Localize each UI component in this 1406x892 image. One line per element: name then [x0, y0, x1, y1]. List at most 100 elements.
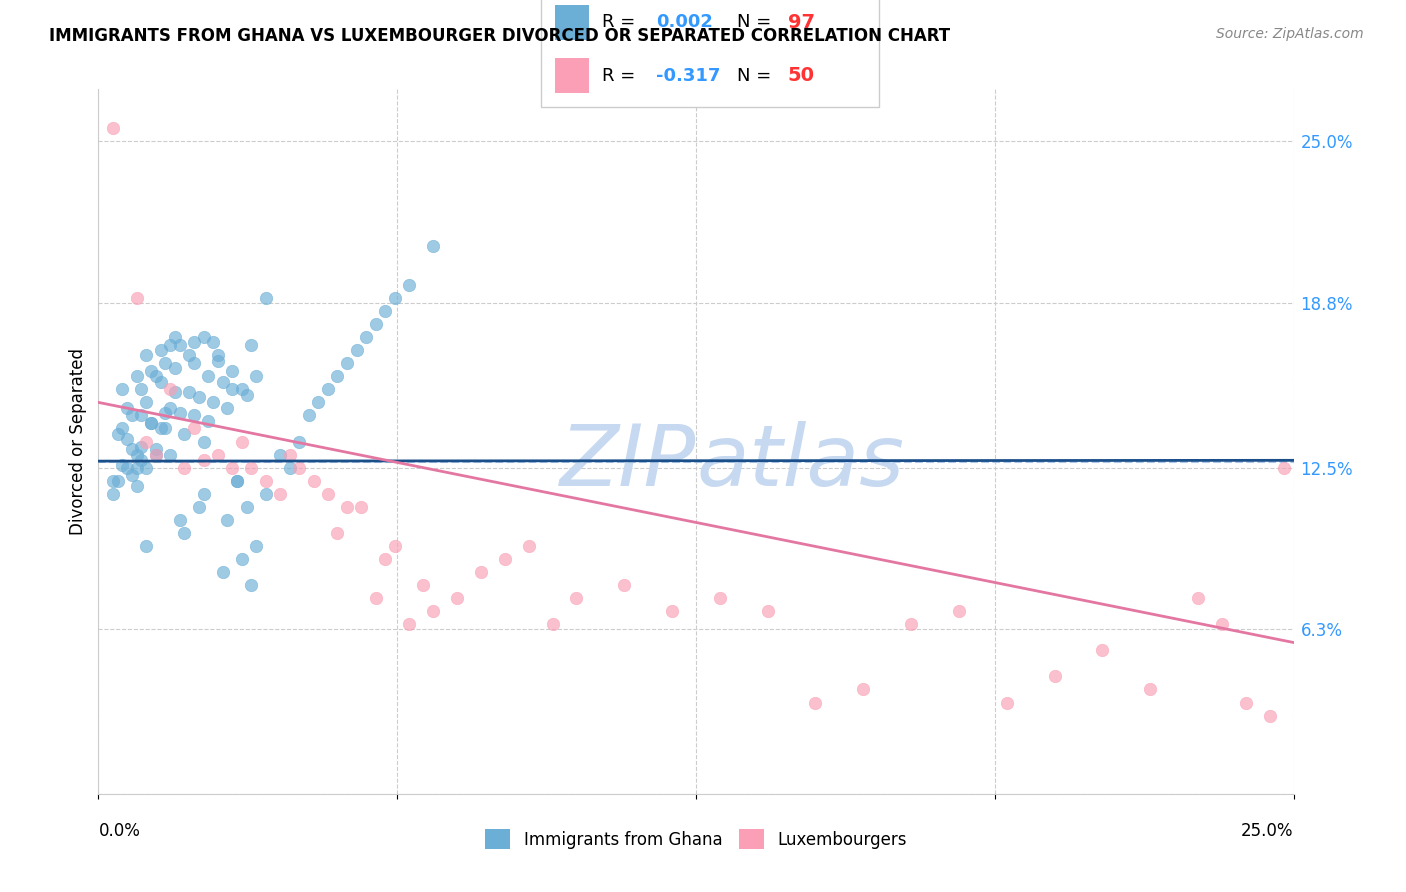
Point — [288, 434, 311, 449]
Point — [207, 353, 229, 368]
Point — [804, 696, 827, 710]
Text: N =: N = — [737, 13, 778, 31]
Point — [155, 406, 177, 420]
Point — [1187, 591, 1209, 606]
Point — [179, 384, 201, 399]
Point — [125, 369, 148, 384]
Point — [187, 500, 209, 514]
Point — [346, 343, 368, 358]
Point — [101, 474, 124, 488]
Point — [364, 317, 387, 331]
Point — [145, 448, 167, 462]
Point — [384, 539, 406, 553]
Point — [269, 448, 291, 462]
Point — [336, 500, 359, 514]
Point — [269, 487, 291, 501]
Point — [135, 395, 157, 409]
Point — [412, 578, 434, 592]
Point — [226, 474, 249, 488]
Point — [254, 474, 277, 488]
Text: R =: R = — [602, 13, 641, 31]
Point — [135, 460, 157, 475]
Point — [422, 604, 444, 618]
Point — [163, 384, 186, 399]
Point — [254, 487, 277, 501]
Point — [169, 338, 191, 352]
Point — [187, 390, 209, 404]
Text: N =: N = — [737, 67, 778, 85]
Point — [179, 348, 201, 362]
Text: 0.0%: 0.0% — [98, 822, 141, 840]
Point — [226, 474, 249, 488]
Point — [709, 591, 731, 606]
Text: ZIP: ZIP — [560, 421, 696, 504]
Point — [149, 343, 172, 358]
Point — [135, 348, 157, 362]
Point — [298, 409, 321, 423]
Point — [221, 364, 243, 378]
Point — [135, 434, 157, 449]
Text: -0.317: -0.317 — [657, 67, 720, 85]
Point — [900, 617, 922, 632]
Point — [240, 578, 263, 592]
Point — [139, 417, 162, 431]
Point — [231, 434, 253, 449]
Point — [202, 335, 225, 350]
Point — [217, 513, 239, 527]
Point — [221, 460, 243, 475]
Point — [948, 604, 970, 618]
Point — [398, 277, 420, 292]
Point — [131, 409, 153, 423]
Point — [145, 448, 167, 462]
Point — [245, 539, 267, 553]
Point — [193, 452, 215, 467]
Point — [235, 387, 257, 401]
Point — [302, 474, 325, 488]
Text: IMMIGRANTS FROM GHANA VS LUXEMBOURGER DIVORCED OR SEPARATED CORRELATION CHART: IMMIGRANTS FROM GHANA VS LUXEMBOURGER DI… — [49, 27, 950, 45]
Text: 50: 50 — [787, 66, 814, 86]
Point — [111, 382, 134, 396]
Point — [422, 239, 444, 253]
Point — [374, 304, 396, 318]
Point — [207, 448, 229, 462]
Point — [107, 426, 129, 441]
Y-axis label: Divorced or Separated: Divorced or Separated — [69, 348, 87, 535]
Point — [145, 369, 167, 384]
Legend: Immigrants from Ghana, Luxembourgers: Immigrants from Ghana, Luxembourgers — [478, 822, 914, 856]
Point — [193, 434, 215, 449]
Point — [336, 356, 359, 370]
Point — [149, 375, 172, 389]
Point — [240, 460, 263, 475]
Point — [155, 356, 177, 370]
Point — [125, 479, 148, 493]
Point — [374, 552, 396, 566]
Point — [125, 291, 148, 305]
Point — [1211, 617, 1233, 632]
Point — [995, 696, 1018, 710]
Point — [613, 578, 636, 592]
Point — [183, 335, 205, 350]
Point — [183, 356, 205, 370]
Point — [101, 487, 124, 501]
Point — [240, 338, 263, 352]
Point — [202, 395, 225, 409]
Point — [288, 460, 311, 475]
Point — [159, 338, 181, 352]
Point — [231, 382, 253, 396]
Point — [131, 452, 153, 467]
Bar — [555, 5, 589, 40]
Text: 97: 97 — [787, 12, 814, 32]
Point — [254, 291, 277, 305]
Point — [661, 604, 683, 618]
Point — [193, 487, 215, 501]
Point — [121, 468, 143, 483]
Point — [565, 591, 588, 606]
Point — [125, 460, 148, 475]
Point — [169, 513, 191, 527]
Point — [470, 565, 492, 579]
Point — [354, 330, 377, 344]
Point — [494, 552, 516, 566]
Point — [217, 401, 239, 415]
Point — [1091, 643, 1114, 657]
Point — [1043, 669, 1066, 683]
